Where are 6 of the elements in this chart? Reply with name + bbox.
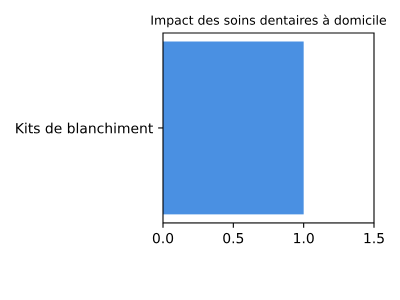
x-tick-label: 1.5 [364, 233, 384, 244]
x-tick-label: 1.0 [294, 232, 314, 244]
chart-title: Impact des soins dentaires à domicile [152, 14, 386, 28]
y-tick-label: Kits de blanchiment [16, 122, 153, 134]
x-tick-label: 0.5 [223, 232, 244, 244]
x-tick-label: 0.0 [152, 232, 174, 244]
